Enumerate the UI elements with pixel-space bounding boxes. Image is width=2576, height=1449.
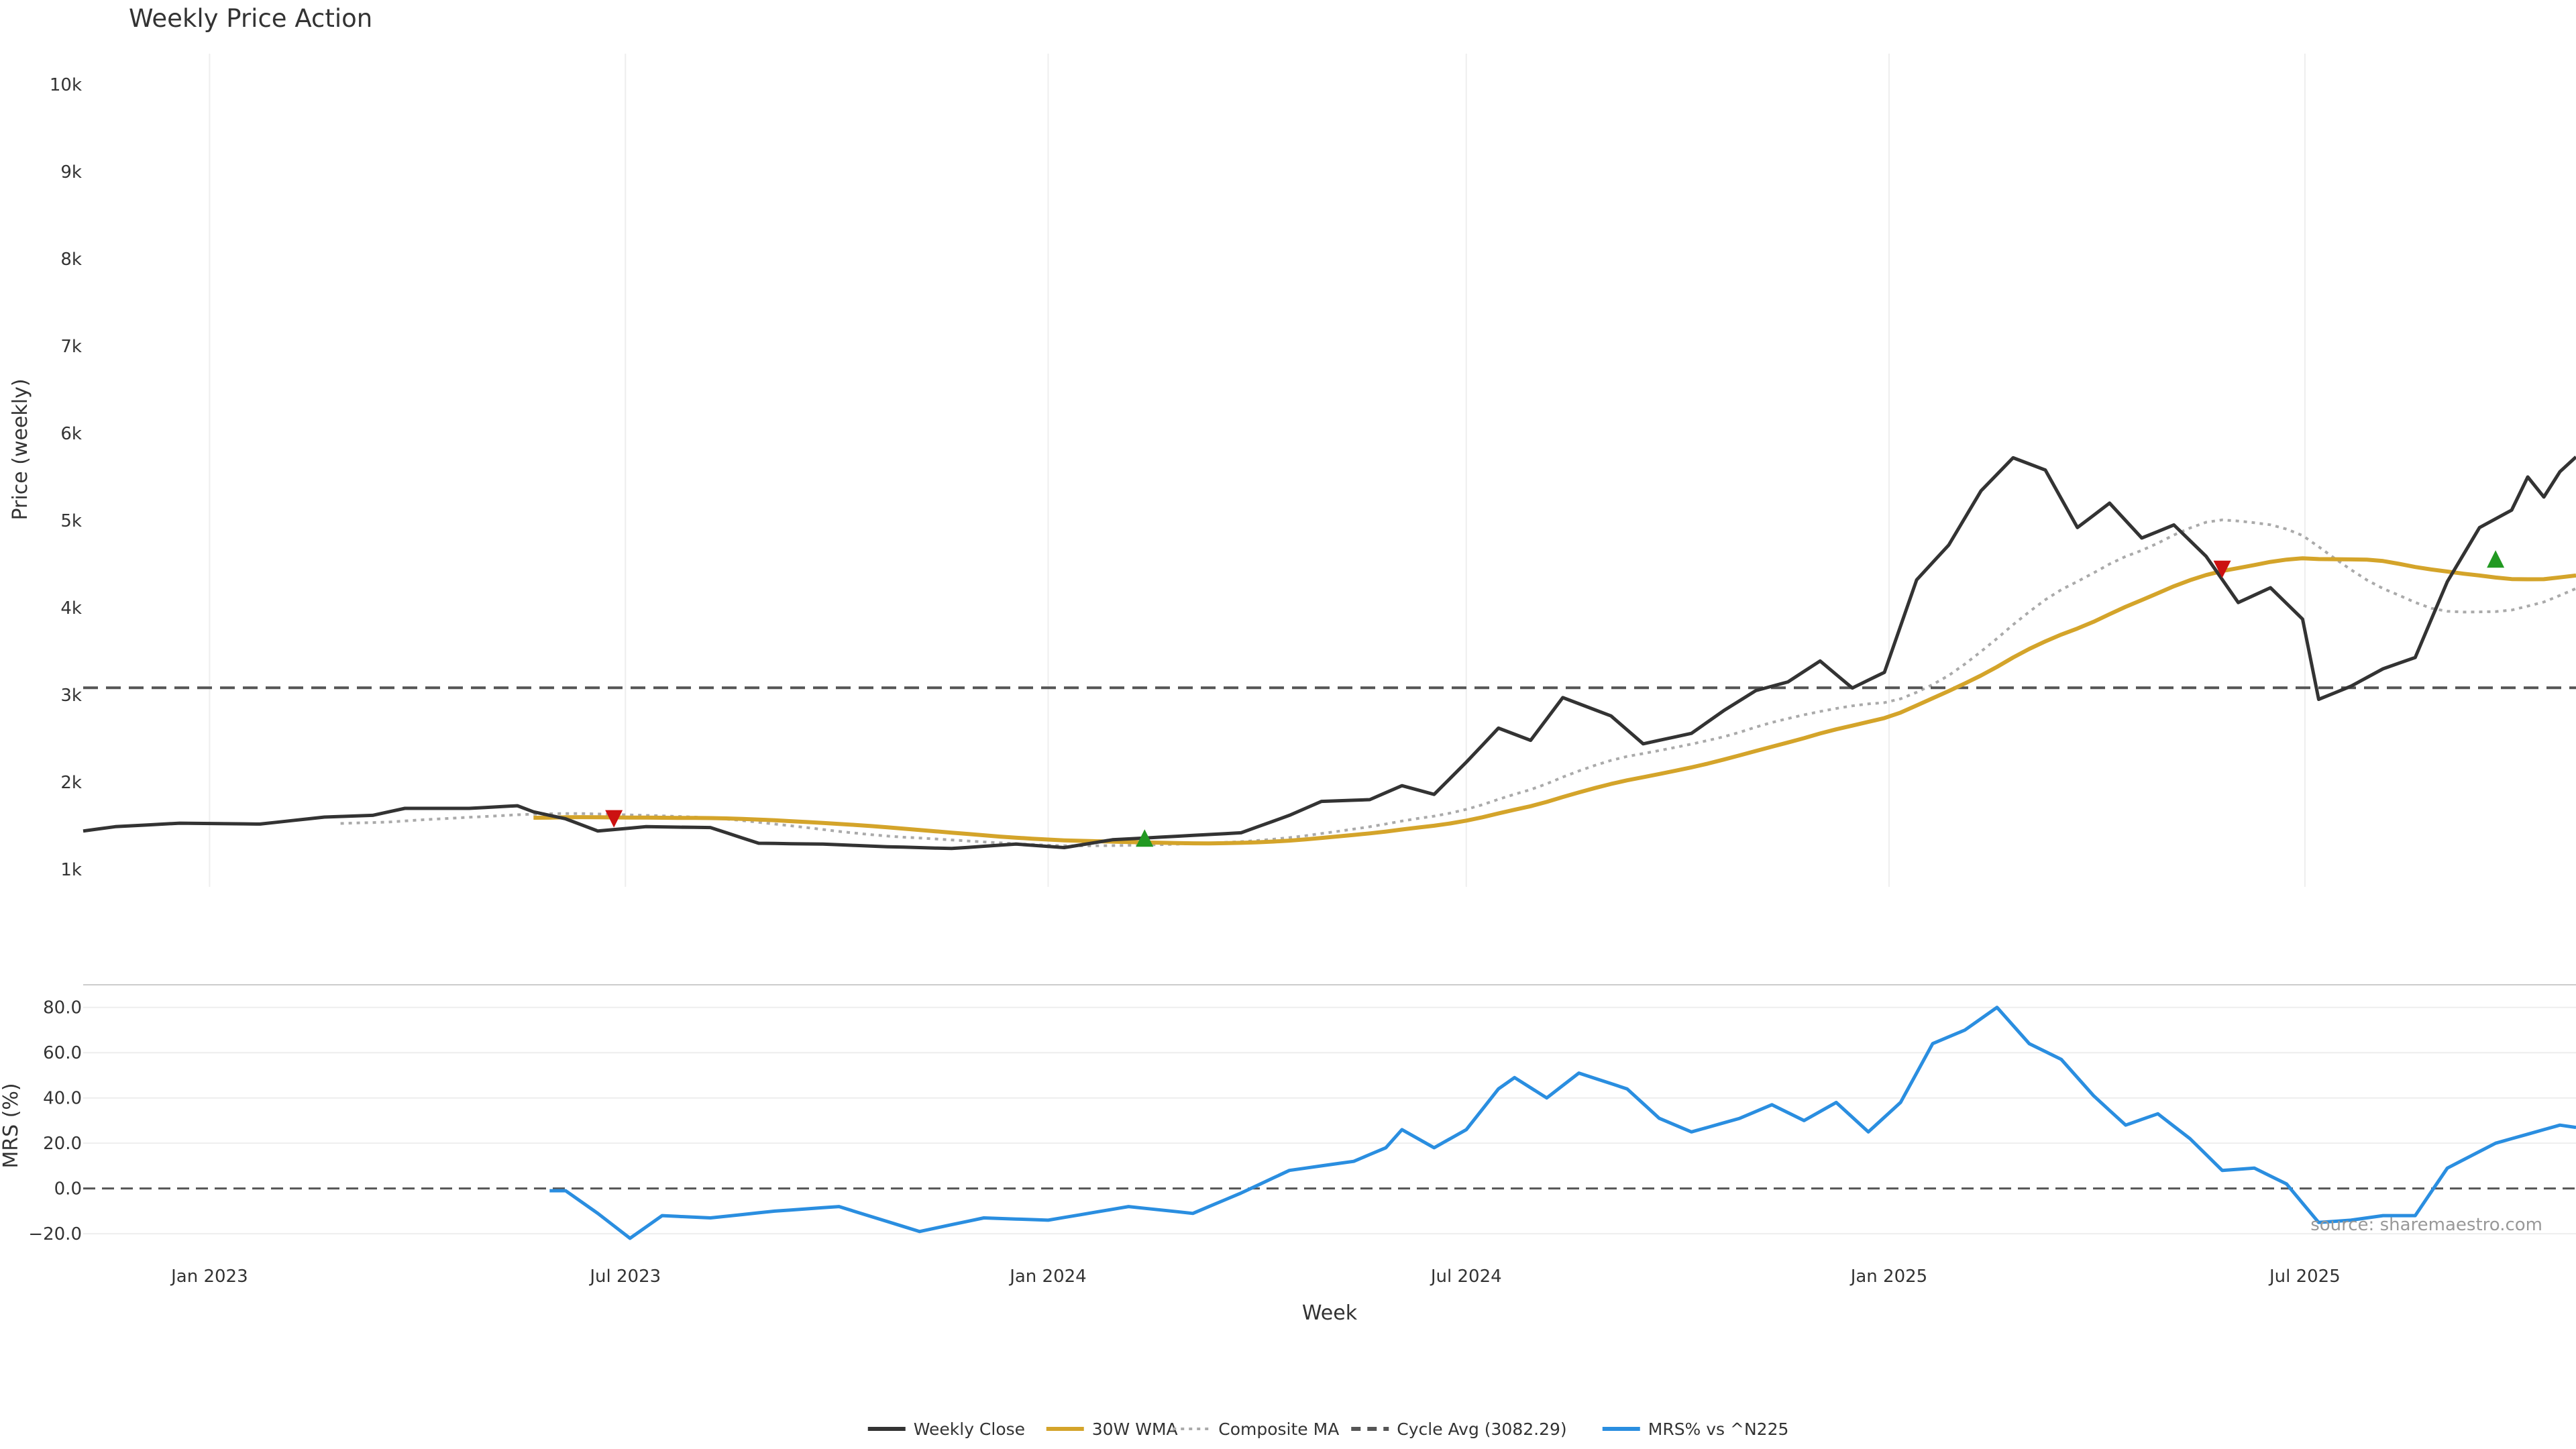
price-y-tick-7: 8k (60, 250, 82, 270)
mrs-y-tick-0: −20.0 (28, 1224, 82, 1244)
x-tick-3: Jul 2024 (1430, 1267, 1502, 1287)
x-tick-0: Jan 2023 (170, 1267, 248, 1287)
price-y-tick-9: 10k (50, 75, 82, 95)
price-y-tick-6: 7k (60, 337, 82, 357)
legend-label-0: Weekly Close (914, 1419, 1025, 1439)
signal-marker-2 (2213, 560, 2231, 578)
mrs-y-tick-1: 0.0 (54, 1179, 82, 1199)
x-ticks: Jan 2023 Jul 2023 Jan 2024 Jul 2024 Jan 2025… (170, 1267, 2341, 1287)
price-axis-label: Price (weekly) (9, 378, 32, 520)
x-tick-2: Jan 2024 (1008, 1267, 1087, 1287)
mrs-y-tick-4: 60.0 (43, 1043, 82, 1063)
legend-label-4: MRS% vs ^N225 (1648, 1419, 1789, 1439)
mrs-series (83, 1006, 2576, 1240)
legend-label-2: Composite MA (1218, 1419, 1339, 1439)
x-axis-label: Week (1302, 1301, 1358, 1325)
price-series (83, 455, 2576, 851)
price-y-tick-2: 3k (60, 686, 82, 706)
mrs-y-tick-3: 40.0 (43, 1089, 82, 1109)
price-panel-grid (209, 54, 2306, 887)
price-y-ticks: 1k 2k 3k 4k 5k 6k 7k 8k 9k 10k (50, 75, 82, 880)
legend-label-3: Cycle Avg (3082.29) (1397, 1419, 1566, 1439)
price-y-tick-8: 9k (60, 162, 82, 182)
legend: Weekly Close 30W WMA Composite MA Cycle Avg… (867, 1419, 1789, 1439)
wma-30w-line (533, 556, 2576, 846)
mrs-panel-grid (83, 984, 2576, 1235)
mrs-y-ticks: −20.0 0.0 20.0 40.0 60.0 80.0 (28, 998, 82, 1244)
mrs-y-tick-2: 20.0 (43, 1134, 82, 1154)
signal-marker-1 (1136, 829, 1154, 847)
weekly-close-line (83, 455, 2576, 851)
signal-marker-3 (2487, 550, 2505, 568)
price-y-tick-5: 6k (60, 424, 82, 444)
mrs-y-tick-5: 80.0 (43, 998, 82, 1018)
x-tick-5: Jul 2025 (2268, 1267, 2341, 1287)
x-tick-1: Jul 2023 (588, 1267, 661, 1287)
mrs-line (549, 1006, 2576, 1240)
price-y-tick-0: 1k (60, 860, 82, 880)
x-tick-4: Jan 2025 (1849, 1267, 1928, 1287)
legend-label-1: 30W WMA (1092, 1419, 1178, 1439)
chart-title: Weekly Price Action (129, 4, 372, 33)
price-y-tick-4: 5k (60, 511, 82, 531)
mrs-axis-label: MRS (%) (0, 1083, 23, 1168)
signal-markers (605, 550, 2505, 847)
signal-marker-0 (605, 810, 623, 828)
price-y-tick-1: 2k (60, 773, 82, 793)
source-note: source: sharemaestro.com (2310, 1215, 2542, 1235)
price-y-tick-3: 4k (60, 598, 82, 619)
